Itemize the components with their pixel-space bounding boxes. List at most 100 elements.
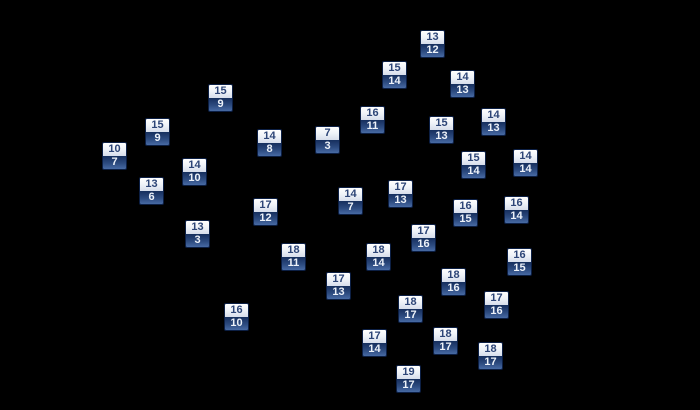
temperature-marker[interactable]: 14 8 bbox=[257, 129, 282, 157]
temperature-marker[interactable]: 15 9 bbox=[145, 118, 170, 146]
temperature-marker[interactable]: 16 14 bbox=[504, 196, 529, 224]
temperature-marker[interactable]: 19 17 bbox=[396, 365, 421, 393]
temperature-marker[interactable]: 14 14 bbox=[513, 149, 538, 177]
marker-top-value: 14 bbox=[339, 188, 362, 201]
marker-bottom-value: 14 bbox=[383, 75, 406, 88]
marker-bottom-value: 14 bbox=[462, 165, 485, 178]
marker-top-value: 13 bbox=[421, 31, 444, 44]
marker-bottom-value: 15 bbox=[508, 262, 531, 275]
marker-bottom-value: 17 bbox=[397, 379, 420, 392]
marker-top-value: 18 bbox=[434, 328, 457, 341]
marker-top-value: 14 bbox=[258, 130, 281, 143]
marker-bottom-value: 14 bbox=[363, 343, 386, 356]
marker-top-value: 14 bbox=[183, 159, 206, 172]
temperature-marker[interactable]: 17 13 bbox=[326, 272, 351, 300]
marker-top-value: 14 bbox=[482, 109, 505, 122]
temperature-marker[interactable]: 17 13 bbox=[388, 180, 413, 208]
marker-bottom-value: 3 bbox=[316, 140, 339, 153]
temperature-marker[interactable]: 10 7 bbox=[102, 142, 127, 170]
marker-bottom-value: 13 bbox=[389, 194, 412, 207]
marker-bottom-value: 17 bbox=[479, 356, 502, 369]
marker-top-value: 10 bbox=[103, 143, 126, 156]
marker-bottom-value: 13 bbox=[430, 130, 453, 143]
marker-bottom-value: 12 bbox=[421, 44, 444, 57]
marker-bottom-value: 7 bbox=[103, 156, 126, 169]
marker-top-value: 16 bbox=[505, 197, 528, 210]
marker-bottom-value: 17 bbox=[434, 341, 457, 354]
marker-top-value: 13 bbox=[186, 221, 209, 234]
marker-top-value: 16 bbox=[454, 200, 477, 213]
marker-top-value: 18 bbox=[442, 269, 465, 282]
marker-bottom-value: 9 bbox=[209, 98, 232, 111]
temperature-marker[interactable]: 15 14 bbox=[461, 151, 486, 179]
temperature-marker[interactable]: 17 14 bbox=[362, 329, 387, 357]
marker-bottom-value: 3 bbox=[186, 234, 209, 247]
marker-top-value: 17 bbox=[485, 292, 508, 305]
marker-top-value: 14 bbox=[514, 150, 537, 163]
temperature-marker[interactable]: 14 13 bbox=[481, 108, 506, 136]
marker-top-value: 17 bbox=[389, 181, 412, 194]
temperature-marker[interactable]: 17 16 bbox=[411, 224, 436, 252]
marker-bottom-value: 14 bbox=[367, 257, 390, 270]
marker-top-value: 14 bbox=[451, 71, 474, 84]
marker-bottom-value: 16 bbox=[412, 238, 435, 251]
temperature-marker[interactable]: 16 15 bbox=[453, 199, 478, 227]
marker-bottom-value: 15 bbox=[454, 213, 477, 226]
marker-bottom-value: 6 bbox=[140, 191, 163, 204]
temperature-marker[interactable]: 18 14 bbox=[366, 243, 391, 271]
marker-top-value: 17 bbox=[363, 330, 386, 343]
marker-bottom-value: 11 bbox=[361, 120, 384, 133]
temperature-marker[interactable]: 7 3 bbox=[315, 126, 340, 154]
marker-top-value: 15 bbox=[430, 117, 453, 130]
marker-bottom-value: 16 bbox=[485, 305, 508, 318]
marker-top-value: 13 bbox=[140, 178, 163, 191]
temperature-marker[interactable]: 15 13 bbox=[429, 116, 454, 144]
temperature-marker[interactable]: 14 13 bbox=[450, 70, 475, 98]
marker-bottom-value: 9 bbox=[146, 132, 169, 145]
marker-top-value: 15 bbox=[383, 62, 406, 75]
marker-bottom-value: 10 bbox=[183, 172, 206, 185]
temperature-marker[interactable]: 18 17 bbox=[398, 295, 423, 323]
marker-top-value: 16 bbox=[508, 249, 531, 262]
temperature-marker[interactable]: 18 17 bbox=[433, 327, 458, 355]
marker-top-value: 18 bbox=[399, 296, 422, 309]
marker-bottom-value: 7 bbox=[339, 201, 362, 214]
marker-bottom-value: 12 bbox=[254, 212, 277, 225]
marker-top-value: 17 bbox=[327, 273, 350, 286]
temperature-marker[interactable]: 14 10 bbox=[182, 158, 207, 186]
marker-bottom-value: 16 bbox=[442, 282, 465, 295]
marker-top-value: 19 bbox=[397, 366, 420, 379]
marker-top-value: 15 bbox=[146, 119, 169, 132]
temperature-marker[interactable]: 14 7 bbox=[338, 187, 363, 215]
temperature-marker[interactable]: 15 14 bbox=[382, 61, 407, 89]
temperature-marker[interactable]: 13 3 bbox=[185, 220, 210, 248]
marker-bottom-value: 13 bbox=[327, 286, 350, 299]
temperature-marker[interactable]: 18 17 bbox=[478, 342, 503, 370]
marker-top-value: 18 bbox=[282, 244, 305, 257]
marker-bottom-value: 10 bbox=[225, 317, 248, 330]
temperature-marker[interactable]: 17 16 bbox=[484, 291, 509, 319]
marker-bottom-value: 8 bbox=[258, 143, 281, 156]
temperature-marker[interactable]: 18 16 bbox=[441, 268, 466, 296]
temperature-marker[interactable]: 15 9 bbox=[208, 84, 233, 112]
marker-bottom-value: 11 bbox=[282, 257, 305, 270]
marker-top-value: 18 bbox=[479, 343, 502, 356]
marker-top-value: 16 bbox=[225, 304, 248, 317]
marker-top-value: 7 bbox=[316, 127, 339, 140]
marker-bottom-value: 14 bbox=[514, 163, 537, 176]
temperature-marker[interactable]: 18 11 bbox=[281, 243, 306, 271]
marker-bottom-value: 13 bbox=[482, 122, 505, 135]
temperature-marker[interactable]: 16 11 bbox=[360, 106, 385, 134]
marker-bottom-value: 14 bbox=[505, 210, 528, 223]
marker-top-value: 16 bbox=[361, 107, 384, 120]
marker-top-value: 15 bbox=[209, 85, 232, 98]
temperature-marker[interactable]: 16 10 bbox=[224, 303, 249, 331]
temperature-marker[interactable]: 17 12 bbox=[253, 198, 278, 226]
temperature-marker[interactable]: 16 15 bbox=[507, 248, 532, 276]
temperature-marker[interactable]: 13 6 bbox=[139, 177, 164, 205]
marker-top-value: 17 bbox=[254, 199, 277, 212]
marker-top-value: 18 bbox=[367, 244, 390, 257]
temperature-marker[interactable]: 13 12 bbox=[420, 30, 445, 58]
